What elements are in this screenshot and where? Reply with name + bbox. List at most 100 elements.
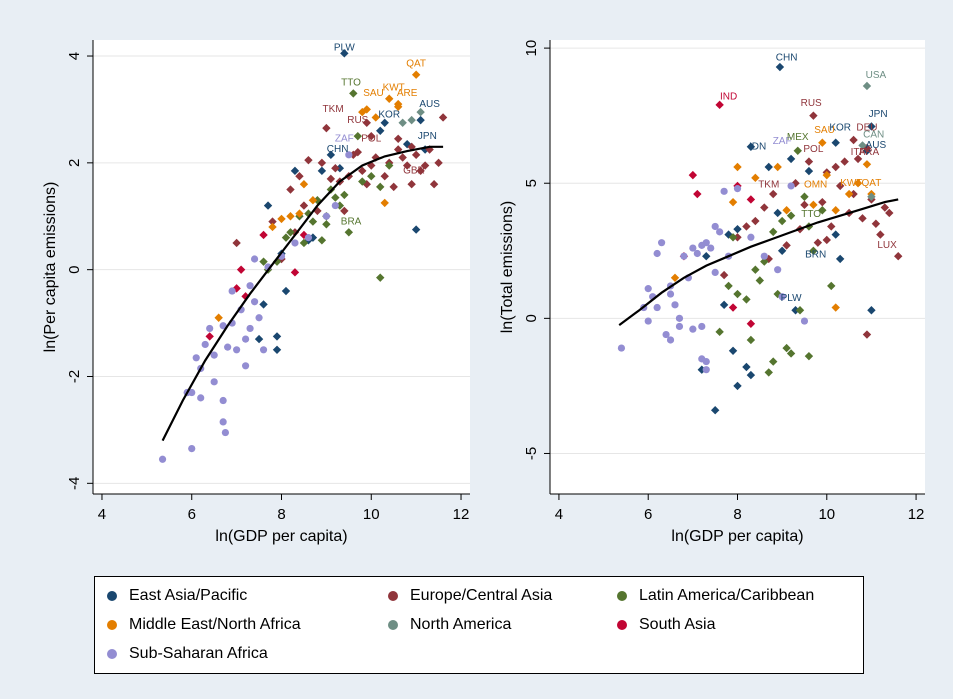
data-point [290,228,300,237]
data-point [809,246,818,255]
data-point [742,222,751,231]
data-point [666,336,675,344]
data-point [835,181,845,191]
data-point [299,238,309,248]
data-point [746,195,756,204]
data-point [281,286,291,296]
country-label: USA [866,70,887,81]
data-point [688,170,698,180]
data-point [221,428,229,437]
country-label: ARE [397,88,418,99]
legend-item-east-asia-pacific: East Asia/Pacific [107,587,247,605]
country-label: TKM [323,104,344,115]
x-tick-label: 8 [277,506,285,523]
country-label: RUS [801,98,822,109]
data-point [693,249,701,258]
y-tick-label: 2 [66,159,83,167]
country-label: BRN [805,250,826,261]
country-label: PLW [781,293,802,304]
data-point [862,160,872,169]
data-point [777,216,787,226]
data-point [769,227,778,237]
data-point [286,185,295,194]
data-point [286,228,295,237]
data-point [326,174,336,184]
country-label: JPN [869,109,888,120]
plot-area [550,40,925,494]
country-label: ITA [851,147,866,158]
data-point [822,235,831,245]
data-point [775,62,785,72]
data-point [201,340,209,349]
x-tick-label: 10 [363,506,380,523]
data-point [733,224,742,234]
data-point [880,203,890,212]
data-point [795,306,805,315]
data-point [349,89,358,98]
data-point [259,230,268,240]
chart-panel-2: -5 0 5 10 4 6 8 10 12 ln(GDP per capita) ln(Total … [499,40,925,545]
chart-panel-1: -4 -2 0 2 4 4 6 8 10 12 ln(GDP per capita) ln(Per c… [42,40,470,545]
data-point [281,233,291,242]
legend-label: Sub-Saharan Africa [129,645,268,662]
data-point [219,396,227,405]
data-point [778,293,786,301]
country-label: IDN [749,141,766,152]
country-label: QAT [406,59,426,70]
fit-line [618,198,899,326]
data-point [322,123,331,133]
data-point [813,238,823,247]
data-point [742,295,751,304]
data-point [835,254,845,264]
data-point [853,154,863,164]
legend-label: Latin America/Caribbean [639,587,815,604]
x-tick-label: 4 [98,506,106,523]
data-point [689,244,697,252]
data-point [219,418,227,426]
country-label: POL [803,144,823,155]
data-point [317,236,327,245]
data-point [224,343,232,351]
data-point [849,135,858,145]
data-point [295,172,304,181]
legend-item-north-america: North America [388,616,511,634]
data-point [862,81,872,91]
data-point [331,163,340,173]
data-point [804,166,814,176]
data-point [331,201,339,210]
data-point [719,270,729,280]
data-point [711,268,719,277]
data-point [831,206,840,215]
legend-item-sub-saharan-africa: Sub-Saharan Africa [107,645,268,663]
country-label: SAU [814,125,835,136]
data-point [702,366,710,374]
data-point [263,201,273,210]
data-point [764,162,773,172]
country-label: ZAF [335,133,354,144]
data-point [299,201,309,210]
data-point [367,172,376,181]
country-label: OMN [804,179,827,190]
legend-label: North America [410,616,512,633]
data-point [358,166,367,176]
data-point [232,238,241,248]
x-tick-label: 12 [453,506,470,523]
plot-area [93,40,470,494]
country-label: IND [720,91,737,102]
data-point [250,255,259,263]
data-point [760,203,769,212]
data-point [228,287,236,295]
data-point [322,212,330,220]
data-point [295,209,304,218]
x-axis-label: ln(GDP per capita) [215,528,347,545]
data-point [733,289,742,299]
y-tick-label: 0 [66,265,83,273]
data-point [340,49,349,58]
country-label: MEX [787,132,809,143]
data-point [411,150,421,160]
legend-item-europe-central-asia: Europe/Central Asia [388,587,552,605]
data-point [675,322,684,331]
country-label: ZAF [773,136,792,147]
data-point [362,118,371,127]
data-point [702,251,711,261]
